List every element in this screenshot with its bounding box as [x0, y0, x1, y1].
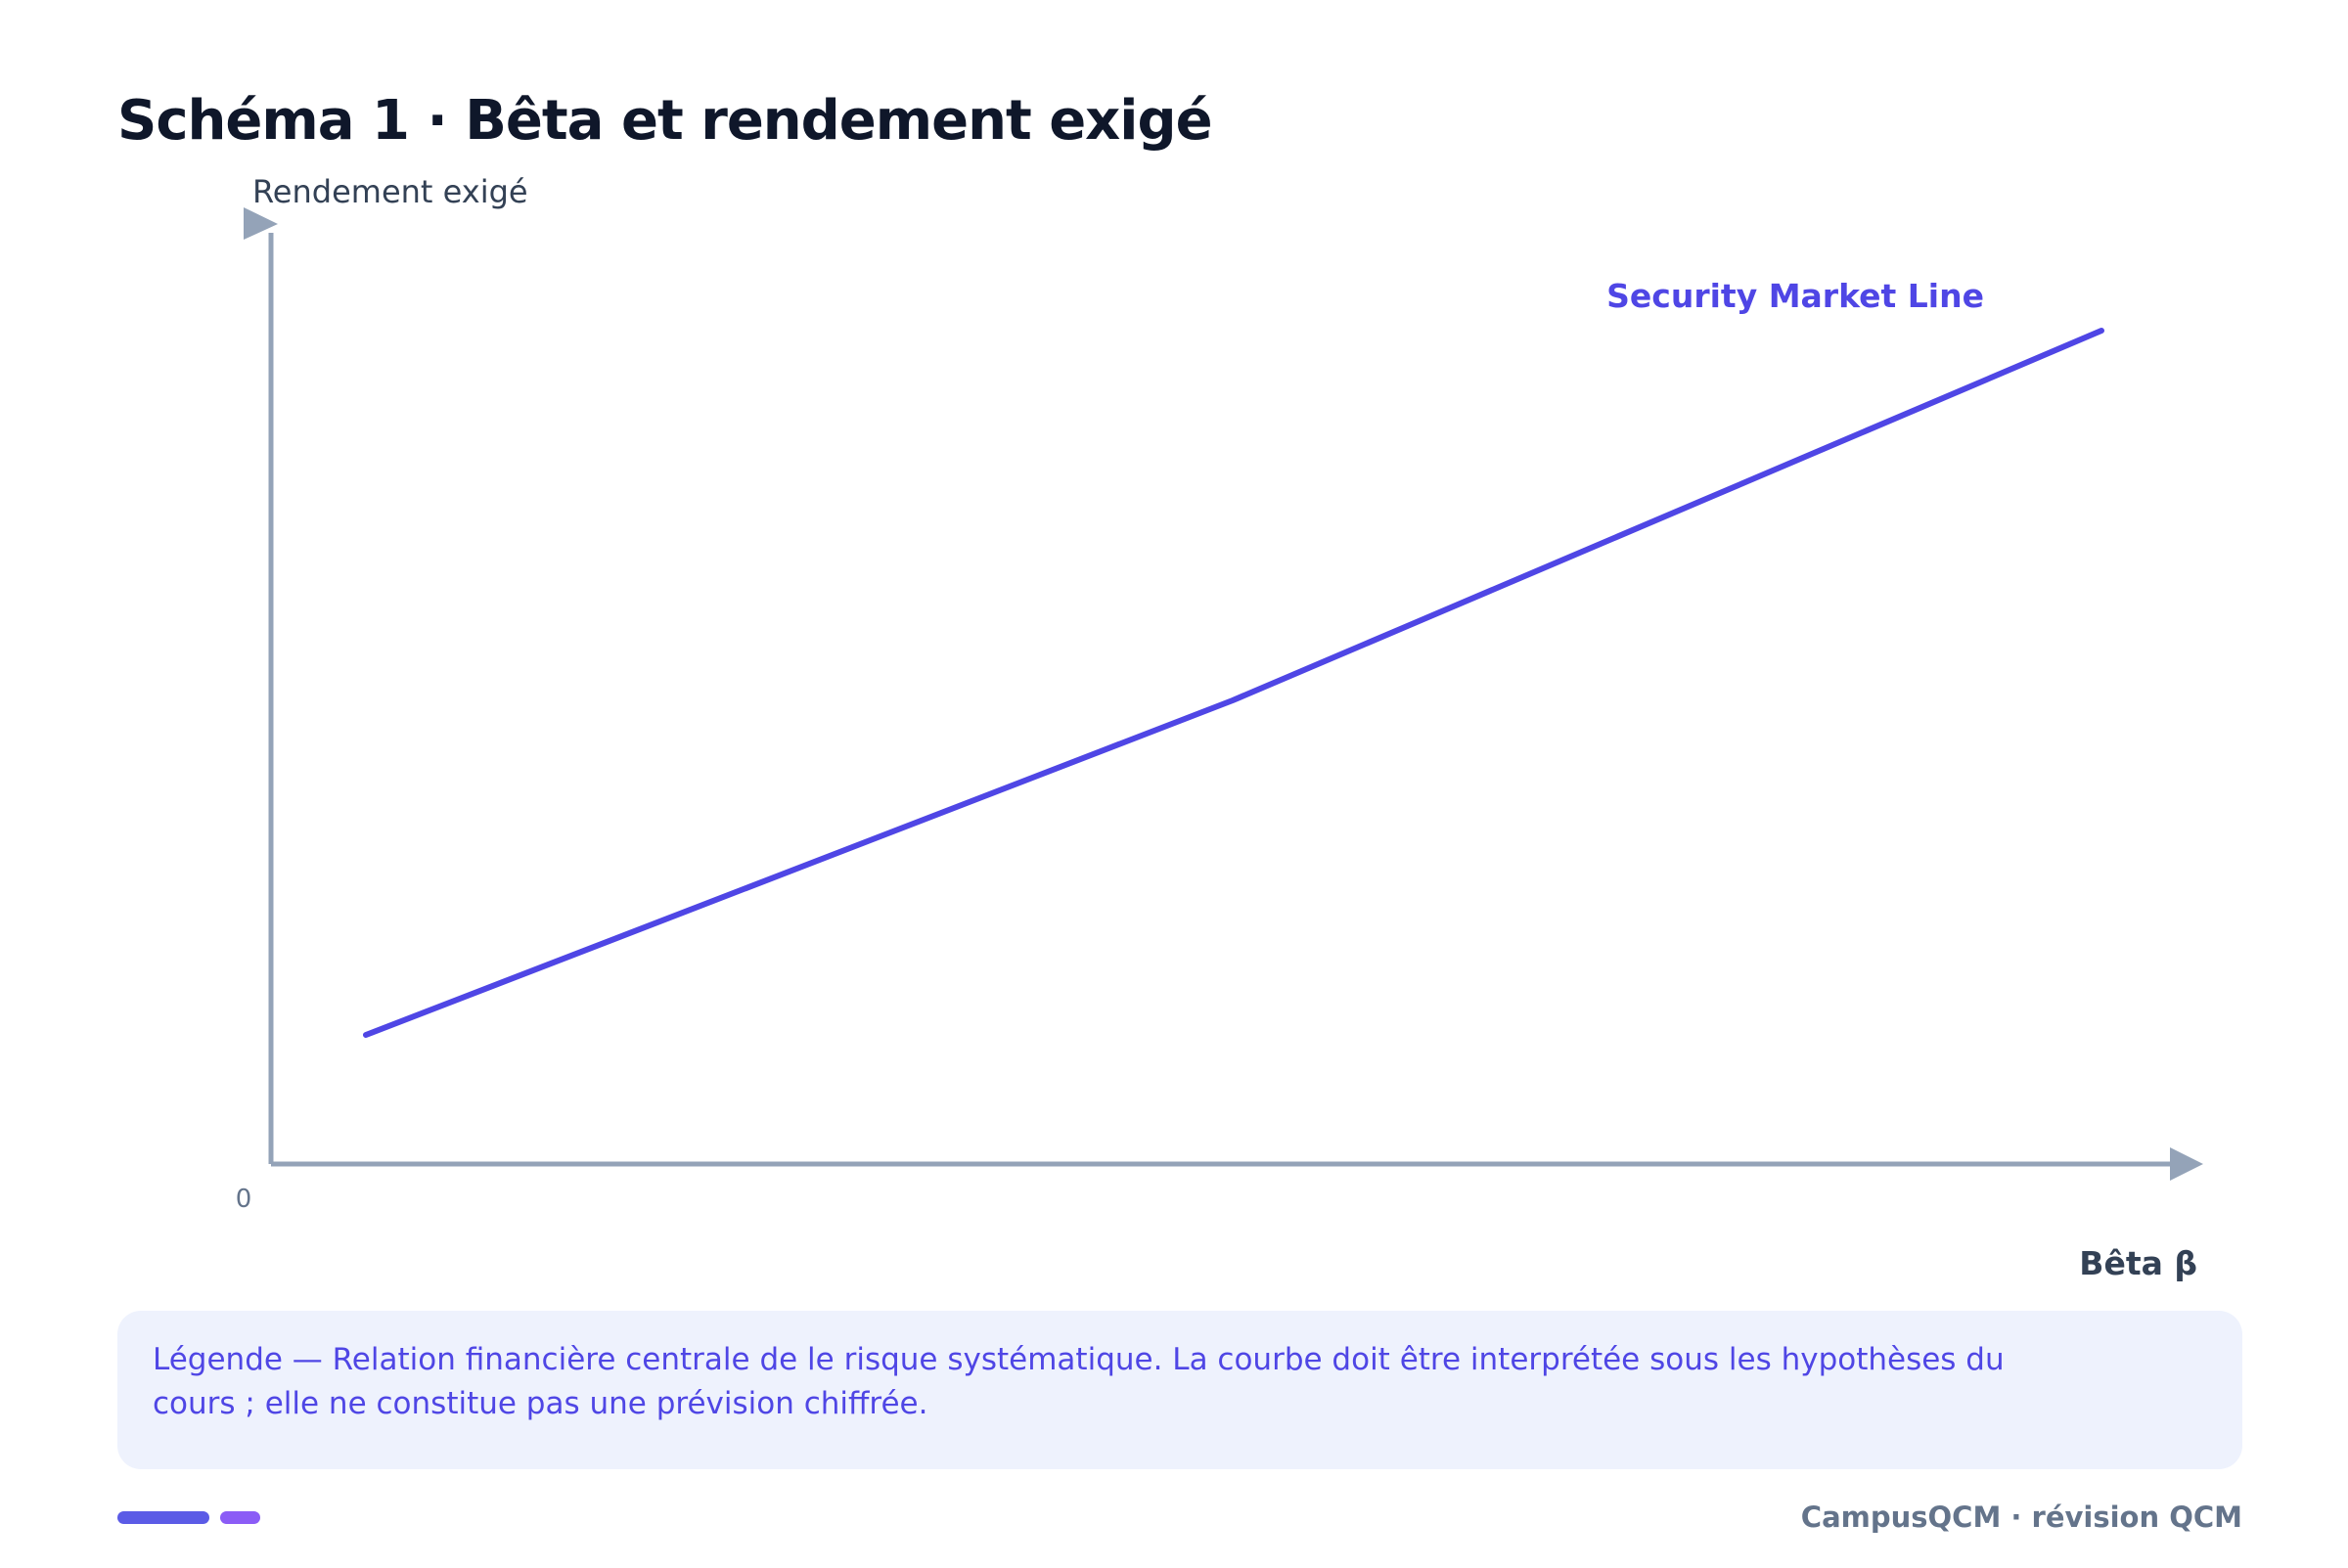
- security-market-line: [363, 328, 2104, 1038]
- origin-label: 0: [236, 1185, 252, 1214]
- y-axis-arrow: [244, 207, 278, 240]
- x-axis-arrow: [2170, 1147, 2203, 1181]
- footer-brand: CampusQCM · révision QCM: [1800, 1501, 2242, 1534]
- x-axis-label: Bêta β: [2079, 1244, 2197, 1282]
- legend-text: Légende — Relation financière centrale d…: [153, 1342, 2005, 1421]
- page-title: Schéma 1 · Bêta et rendement exigé: [117, 89, 1213, 153]
- footer-accent-bar-small: [220, 1511, 260, 1524]
- footer-accent-bar: [117, 1511, 209, 1524]
- legend-box: Légende — Relation financière centrale d…: [117, 1311, 2242, 1469]
- y-axis-label: Rendement exigé: [252, 173, 528, 210]
- line-label: Security Market Line: [1606, 277, 1984, 315]
